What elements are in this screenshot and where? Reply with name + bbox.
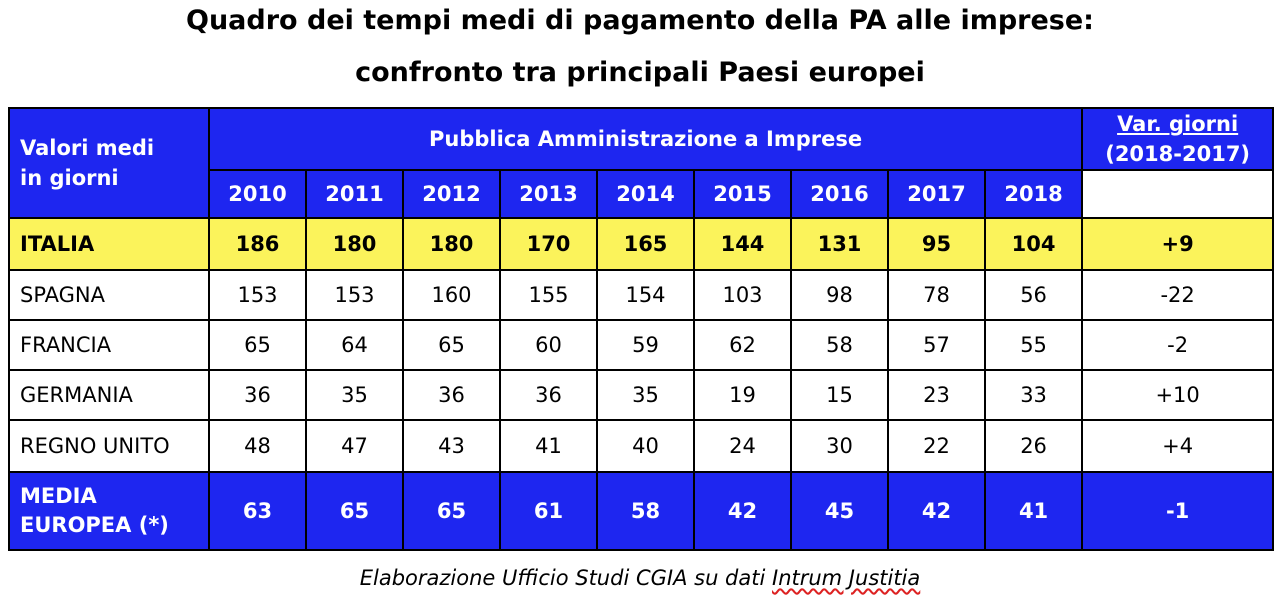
- title-line-1: Quadro dei tempi medi di pagamento della…: [186, 5, 1094, 36]
- value-cell: 41: [499, 419, 598, 473]
- value-cell: 153: [208, 269, 307, 321]
- country-label: GERMANIA: [8, 369, 210, 421]
- media-value-cell: 65: [305, 471, 404, 551]
- value-cell: 65: [402, 319, 501, 371]
- value-cell: 154: [596, 269, 695, 321]
- country-label: SPAGNA: [8, 269, 210, 321]
- year-header: 2015: [693, 169, 792, 219]
- year-header: 2014: [596, 169, 695, 219]
- value-cell: 180: [402, 217, 501, 271]
- table-row: SPAGNA 153 153 160 155 154 103 98 78 56 -22: [8, 269, 1275, 321]
- media-value-cell: 61: [499, 471, 598, 551]
- media-value-cell: 58: [596, 471, 695, 551]
- year-header: 2013: [499, 169, 598, 219]
- media-label: MEDIA EUROPEA (*): [8, 471, 210, 551]
- value-cell: 59: [596, 319, 695, 371]
- var-cell: -22: [1081, 269, 1275, 321]
- value-cell: 26: [983, 419, 1084, 473]
- media-label-line2: EUROPEA (*): [20, 513, 169, 537]
- year-header: 2016: [790, 169, 889, 219]
- value-cell: 33: [983, 369, 1084, 421]
- value-cell: 78: [887, 269, 986, 321]
- value-cell: 62: [693, 319, 792, 371]
- value-cell: 19: [693, 369, 792, 421]
- year-header: 2012: [402, 169, 501, 219]
- media-value-cell: 63: [208, 471, 307, 551]
- value-cell: 95: [887, 217, 986, 271]
- value-cell: 165: [596, 217, 695, 271]
- media-label-line1: MEDIA: [20, 484, 97, 508]
- value-cell: 36: [208, 369, 307, 421]
- value-cell: 144: [693, 217, 792, 271]
- value-cell: 103: [693, 269, 792, 321]
- value-cell: 40: [596, 419, 695, 473]
- group-header: Pubblica Amministrazione a Imprese: [207, 107, 1084, 171]
- country-label: ITALIA: [8, 217, 210, 271]
- media-value-cell: 42: [693, 471, 792, 551]
- media-value-cell: 42: [887, 471, 986, 551]
- var-cell: -2: [1081, 319, 1275, 371]
- payment-times-table: Valori medi in giorni Pubblica Amministra…: [8, 107, 1275, 551]
- value-cell: 60: [499, 319, 598, 371]
- media-value-cell: 41: [983, 471, 1084, 551]
- table-row: GERMANIA 36 35 36 36 35 19 15 23 33 +10: [8, 369, 1275, 421]
- media-value-cell: 65: [402, 471, 501, 551]
- value-cell: 36: [499, 369, 598, 421]
- year-header: 2011: [305, 169, 404, 219]
- value-cell: 15: [790, 369, 889, 421]
- value-cell: 57: [887, 319, 986, 371]
- value-cell: 47: [305, 419, 404, 473]
- table-row: FRANCIA 65 64 65 60 59 62 58 57 55 -2: [8, 319, 1275, 371]
- var-header: Var. giorni (2018-2017): [1081, 107, 1275, 171]
- value-cell: 55: [983, 319, 1084, 371]
- title-line-2: confronto tra principali Paesi europei: [355, 57, 925, 88]
- country-label: REGNO UNITO: [8, 419, 210, 473]
- value-cell: 155: [499, 269, 598, 321]
- value-cell: 58: [790, 319, 889, 371]
- value-cell: 36: [402, 369, 501, 421]
- value-cell: 170: [499, 217, 598, 271]
- year-header: 2017: [887, 169, 986, 219]
- var-header-line1: Var. giorni: [1117, 112, 1239, 136]
- value-cell: 98: [790, 269, 889, 321]
- row-header-label-line2: in giorni: [20, 166, 119, 190]
- row-header-label-line1: Valori medi: [20, 136, 155, 160]
- value-cell: 131: [790, 217, 889, 271]
- value-cell: 48: [208, 419, 307, 473]
- year-header: 2010: [208, 169, 307, 219]
- value-cell: 35: [305, 369, 404, 421]
- country-label: FRANCIA: [8, 319, 210, 371]
- media-value-cell: 45: [790, 471, 889, 551]
- value-cell: 65: [208, 319, 307, 371]
- value-cell: 56: [983, 269, 1084, 321]
- value-cell: 153: [305, 269, 404, 321]
- source-name: Intrum Justitia: [772, 566, 921, 590]
- var-cell: +4: [1081, 419, 1275, 473]
- media-var-cell: -1: [1081, 471, 1275, 551]
- value-cell: 43: [402, 419, 501, 473]
- source-prefix: Elaborazione Ufficio Studi CGIA su dati: [359, 566, 772, 590]
- var-cell: +9: [1081, 217, 1275, 271]
- value-cell: 160: [402, 269, 501, 321]
- year-header: 2018: [983, 169, 1084, 219]
- value-cell: 23: [887, 369, 986, 421]
- var-header-line2: (2018-2017): [1105, 142, 1251, 166]
- var-header-empty: [1081, 169, 1275, 219]
- value-cell: 186: [208, 217, 307, 271]
- var-cell: +10: [1081, 369, 1275, 421]
- value-cell: 35: [596, 369, 695, 421]
- value-cell: 24: [693, 419, 792, 473]
- source-note: Elaborazione Ufficio Studi CGIA su dati …: [0, 566, 1280, 590]
- value-cell: 64: [305, 319, 404, 371]
- value-cell: 30: [790, 419, 889, 473]
- table-row: REGNO UNITO 48 47 43 41 40 24 30 22 26 +4: [8, 419, 1275, 473]
- table-row: ITALIA 186 180 180 170 165 144 131 95 104 +9: [8, 217, 1275, 271]
- row-header-label: Valori medi in giorni: [8, 107, 210, 219]
- table-row-media: MEDIA EUROPEA (*) 63 65 65 61 58 42 45 42 41 -1: [8, 471, 1275, 551]
- value-cell: 104: [983, 217, 1084, 271]
- value-cell: 22: [887, 419, 986, 473]
- value-cell: 180: [305, 217, 404, 271]
